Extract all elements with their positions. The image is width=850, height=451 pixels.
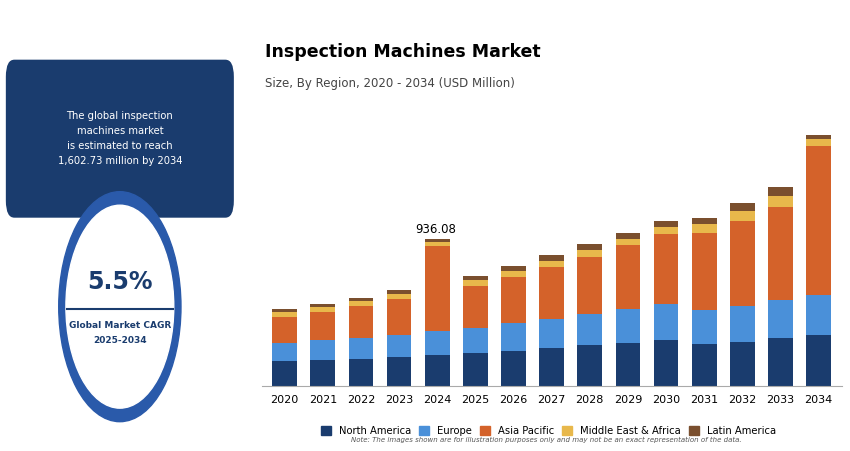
Bar (310, 312, 335, 340)
Bar (577, 345, 602, 386)
Bar (730, 202, 755, 211)
Bar (502, 277, 526, 323)
Bar (615, 343, 640, 386)
Bar (463, 280, 488, 286)
Bar (272, 361, 298, 386)
Bar (539, 261, 564, 267)
Bar (272, 317, 298, 343)
Bar (502, 266, 526, 271)
Bar (654, 227, 678, 235)
Bar (539, 255, 564, 261)
Bar (502, 271, 526, 277)
Bar (539, 348, 564, 386)
Bar (425, 355, 450, 386)
Legend: North America, Europe, Asia Pacific, Middle East & Africa, Latin America: North America, Europe, Asia Pacific, Mid… (320, 426, 776, 436)
Bar (348, 337, 373, 359)
Text: Source: www.polarismarketresearch.com: Source: www.polarismarketresearch.com (55, 435, 184, 440)
Bar (692, 218, 717, 224)
Bar (272, 343, 298, 361)
Circle shape (59, 192, 181, 422)
Bar (463, 328, 488, 353)
Bar (768, 300, 793, 338)
Bar (502, 323, 526, 351)
Bar (692, 310, 717, 344)
Bar (348, 306, 373, 337)
Text: Note: The images shown are for illustration purposes only and may not be an exac: Note: The images shown are for illustrat… (351, 437, 741, 443)
Circle shape (66, 205, 173, 408)
Bar (692, 233, 717, 310)
Text: 5.5%: 5.5% (87, 270, 153, 294)
Bar (806, 146, 831, 295)
Bar (806, 336, 831, 386)
Bar (615, 233, 640, 239)
Bar (654, 304, 678, 340)
Bar (577, 314, 602, 345)
Text: The global inspection
machines market
is estimated to reach
1,602.73 million by : The global inspection machines market is… (58, 110, 182, 166)
Bar (425, 246, 450, 331)
Bar (425, 239, 450, 242)
Text: Size, By Region, 2020 - 2034 (USD Million): Size, By Region, 2020 - 2034 (USD Millio… (265, 78, 515, 91)
Bar (539, 267, 564, 319)
Bar (539, 319, 564, 348)
Bar (463, 286, 488, 328)
Bar (425, 331, 450, 355)
Text: MARKET RESEARCH: MARKET RESEARCH (82, 52, 157, 61)
Bar (654, 221, 678, 227)
Text: Inspection Machines Market: Inspection Machines Market (265, 43, 541, 61)
Bar (806, 295, 831, 336)
Bar (768, 338, 793, 386)
Bar (692, 344, 717, 386)
Bar (387, 290, 411, 294)
Bar (348, 301, 373, 306)
Bar (806, 134, 831, 139)
Text: 2025-2034: 2025-2034 (93, 336, 147, 345)
Bar (654, 235, 678, 304)
Bar (387, 357, 411, 386)
Bar (730, 341, 755, 386)
Bar (387, 299, 411, 335)
Bar (615, 239, 640, 245)
Bar (310, 360, 335, 386)
Bar (806, 139, 831, 146)
Bar (387, 294, 411, 299)
Bar (615, 245, 640, 309)
Bar (654, 340, 678, 386)
Bar (768, 196, 793, 207)
Bar (577, 244, 602, 250)
Bar (463, 276, 488, 280)
Bar (310, 307, 335, 312)
Bar (272, 309, 298, 313)
Bar (730, 306, 755, 341)
Bar (577, 250, 602, 257)
Bar (768, 207, 793, 300)
Bar (272, 313, 298, 317)
Bar (425, 242, 450, 246)
Bar (768, 187, 793, 196)
Bar (615, 309, 640, 343)
Bar (692, 224, 717, 233)
Bar (502, 351, 526, 386)
Text: 936.08: 936.08 (415, 223, 456, 235)
Bar (310, 304, 335, 307)
Bar (387, 335, 411, 357)
Text: ✶  POLARIS: ✶ POLARIS (80, 28, 160, 40)
Bar (348, 298, 373, 301)
Bar (730, 221, 755, 306)
Bar (577, 257, 602, 314)
FancyBboxPatch shape (5, 59, 235, 219)
Bar (730, 211, 755, 221)
Bar (463, 353, 488, 386)
Text: Global Market CAGR: Global Market CAGR (69, 321, 171, 330)
Bar (348, 359, 373, 386)
Bar (310, 340, 335, 360)
